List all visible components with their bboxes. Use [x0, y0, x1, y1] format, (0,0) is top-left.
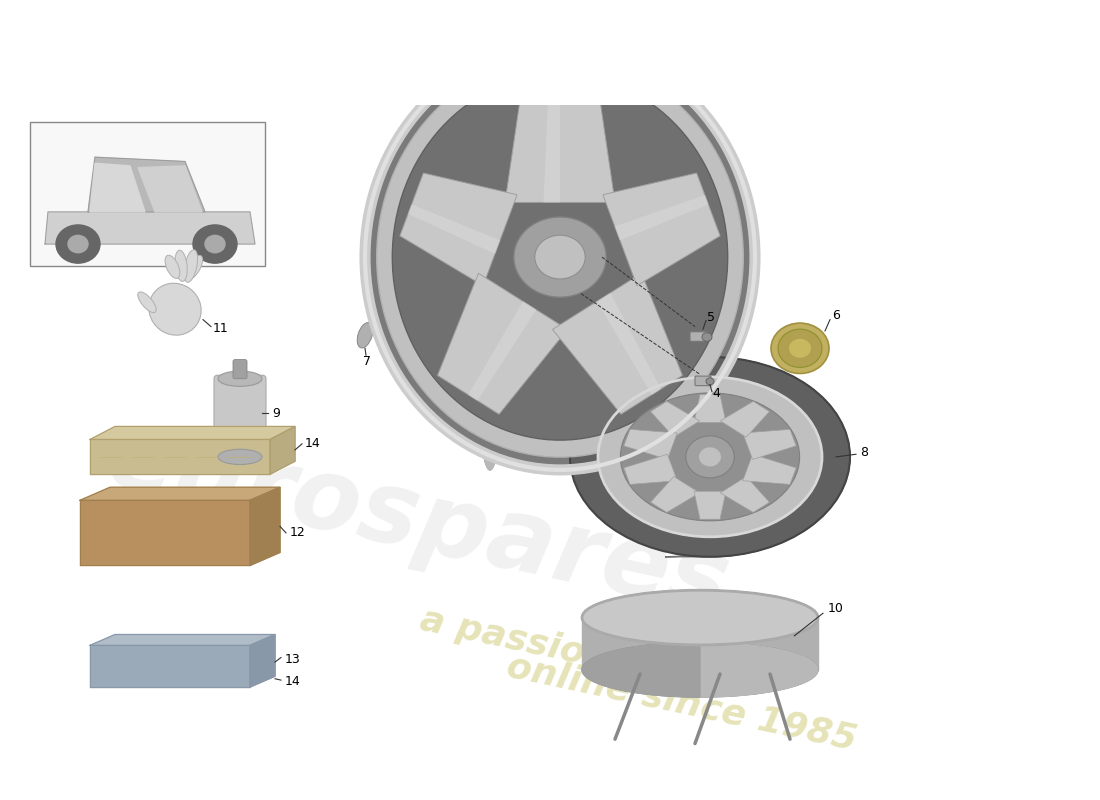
- Polygon shape: [720, 402, 769, 438]
- Polygon shape: [615, 195, 708, 240]
- Ellipse shape: [473, 44, 507, 470]
- FancyBboxPatch shape: [695, 376, 711, 386]
- Ellipse shape: [138, 292, 156, 313]
- Circle shape: [205, 235, 225, 253]
- Text: a passion for: a passion for: [417, 603, 683, 691]
- Ellipse shape: [184, 250, 198, 282]
- Polygon shape: [80, 487, 280, 500]
- Ellipse shape: [148, 283, 201, 335]
- Circle shape: [68, 235, 88, 253]
- Ellipse shape: [175, 250, 187, 282]
- Polygon shape: [666, 357, 850, 557]
- Polygon shape: [400, 173, 517, 286]
- Ellipse shape: [535, 235, 585, 279]
- Ellipse shape: [598, 377, 822, 537]
- Polygon shape: [90, 439, 270, 474]
- Polygon shape: [597, 293, 661, 395]
- Polygon shape: [505, 87, 615, 202]
- Ellipse shape: [582, 590, 818, 645]
- FancyBboxPatch shape: [30, 122, 265, 266]
- Ellipse shape: [778, 329, 822, 367]
- Ellipse shape: [165, 255, 180, 278]
- Polygon shape: [250, 634, 275, 687]
- Text: online since 1985: online since 1985: [504, 649, 860, 757]
- Polygon shape: [90, 426, 295, 439]
- Ellipse shape: [570, 357, 850, 557]
- Polygon shape: [90, 163, 145, 212]
- Text: 7: 7: [363, 355, 371, 368]
- Polygon shape: [694, 394, 726, 422]
- Text: 8: 8: [860, 446, 868, 459]
- Polygon shape: [90, 634, 275, 646]
- Circle shape: [702, 333, 712, 342]
- Text: eurospares: eurospares: [99, 409, 737, 635]
- Polygon shape: [88, 157, 205, 212]
- Text: 12: 12: [290, 526, 306, 539]
- Text: 14: 14: [285, 675, 300, 688]
- Polygon shape: [80, 500, 250, 566]
- Ellipse shape: [789, 338, 811, 358]
- Text: 6: 6: [832, 309, 840, 322]
- FancyBboxPatch shape: [690, 332, 708, 342]
- Text: 11: 11: [213, 322, 229, 335]
- Ellipse shape: [218, 450, 262, 465]
- Polygon shape: [365, 161, 755, 470]
- Circle shape: [192, 225, 236, 263]
- Ellipse shape: [218, 371, 262, 386]
- Polygon shape: [386, 45, 734, 161]
- Polygon shape: [543, 87, 560, 202]
- Ellipse shape: [582, 642, 818, 697]
- Polygon shape: [438, 274, 568, 414]
- Text: 9: 9: [272, 407, 279, 420]
- Polygon shape: [408, 205, 501, 254]
- Text: 5: 5: [707, 311, 715, 324]
- Text: 10: 10: [828, 602, 844, 615]
- Ellipse shape: [685, 436, 734, 478]
- Circle shape: [56, 225, 100, 263]
- Polygon shape: [742, 430, 796, 459]
- Polygon shape: [90, 646, 250, 687]
- Polygon shape: [650, 402, 700, 438]
- Polygon shape: [386, 354, 734, 470]
- Ellipse shape: [771, 323, 829, 374]
- Text: 14: 14: [305, 438, 321, 450]
- Ellipse shape: [514, 217, 606, 298]
- Polygon shape: [138, 166, 202, 212]
- FancyBboxPatch shape: [214, 375, 266, 460]
- Polygon shape: [250, 487, 280, 566]
- Polygon shape: [45, 212, 255, 244]
- Ellipse shape: [186, 255, 202, 279]
- Text: 4: 4: [712, 387, 719, 400]
- Polygon shape: [270, 426, 295, 474]
- Polygon shape: [742, 454, 796, 484]
- Polygon shape: [552, 274, 682, 414]
- Polygon shape: [469, 302, 537, 401]
- Ellipse shape: [698, 447, 720, 466]
- Polygon shape: [650, 477, 700, 513]
- Polygon shape: [582, 618, 818, 670]
- Ellipse shape: [358, 322, 373, 348]
- Polygon shape: [694, 491, 726, 519]
- Ellipse shape: [365, 44, 755, 470]
- Polygon shape: [720, 477, 769, 513]
- Text: 13: 13: [285, 653, 300, 666]
- FancyBboxPatch shape: [233, 359, 248, 378]
- Circle shape: [706, 378, 714, 385]
- Polygon shape: [582, 590, 700, 697]
- Ellipse shape: [620, 393, 800, 521]
- Polygon shape: [700, 590, 817, 697]
- Ellipse shape: [376, 57, 744, 457]
- Polygon shape: [603, 173, 720, 286]
- Polygon shape: [624, 454, 678, 484]
- Ellipse shape: [393, 74, 728, 440]
- Polygon shape: [624, 430, 678, 459]
